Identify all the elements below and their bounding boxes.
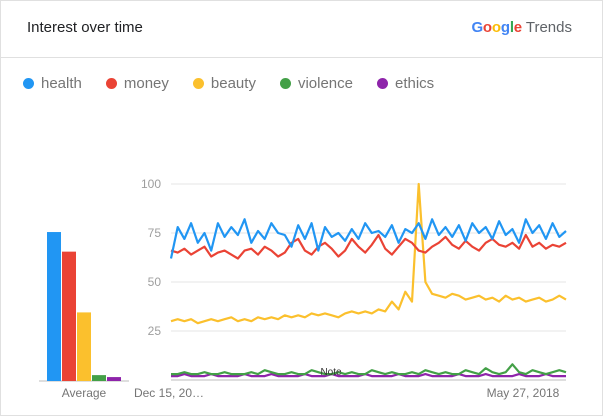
average-bar-ethics [107,377,121,381]
legend-item-ethics[interactable]: ethics [377,75,434,92]
card-header: Interest over time Google Trends [1,1,602,58]
legend-item-beauty[interactable]: beauty [192,74,256,92]
y-tick-label-100: 100 [141,177,161,191]
legend-label-money: money [123,74,169,92]
x-start-label: Dec 15, 20… [134,386,204,400]
google-wordmark: Google [471,19,522,36]
average-bar-beauty [77,312,91,381]
x-end-label: May 27, 2018 [487,386,560,400]
trends-wordmark: Trends [525,19,572,36]
legend-dot-ethics [377,77,388,89]
legend-item-money[interactable]: money [105,74,169,92]
legend-item-violence[interactable]: violence [279,74,353,92]
legend-label-violence: violence [297,74,353,92]
legend-dot-health [23,77,34,89]
legend-dot-beauty [192,77,204,89]
series-line-violence [171,363,567,376]
legend-label-health: health [41,74,82,92]
note-annotation: Note [320,367,342,378]
chart-legend: health money beauty violence ethics [23,73,434,93]
legend-label-beauty: beauty [210,74,256,92]
series-line-health [169,218,567,259]
series-line-money [170,233,567,260]
series-line-ethics [171,373,566,378]
y-tick-label-25: 25 [148,324,162,338]
y-tick-label-50: 50 [148,275,162,289]
legend-label-ethics: ethics [395,74,435,92]
average-bar-health [47,232,61,381]
y-tick-label-75: 75 [148,226,162,240]
google-trends-logo: Google Trends [471,19,572,36]
average-bar-money [62,251,76,381]
legend-dot-violence [279,77,291,89]
series-line-beauty [170,182,567,325]
legend-item-health[interactable]: health [23,75,82,92]
average-bar-violence [92,375,106,381]
average-label: Average [62,386,107,400]
legend-dot-money [105,77,117,89]
card-title: Interest over time [27,19,143,36]
